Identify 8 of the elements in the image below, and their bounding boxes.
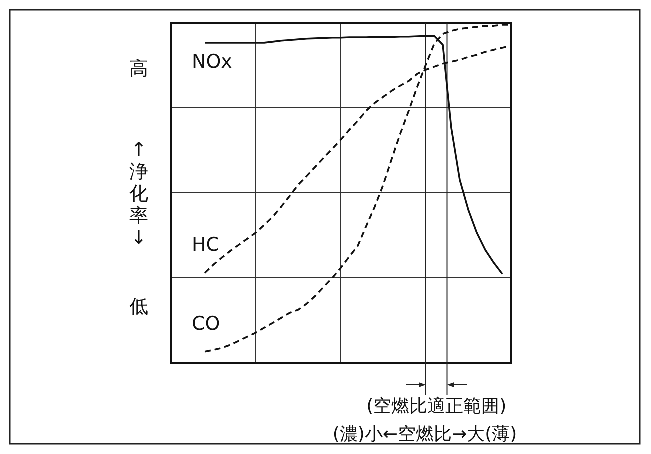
y-axis-title: ↑浄化率↓ [130, 139, 148, 249]
series-label: HC [192, 234, 220, 256]
series-label: CO [192, 312, 220, 335]
text: 高 [130, 58, 148, 80]
x-axis-title: (濃)小←空燃比→大(薄) [332, 424, 518, 445]
series-label: NOx [192, 50, 232, 73]
text: (空燃比適正範囲) [366, 396, 507, 417]
text: 低 [130, 296, 148, 318]
